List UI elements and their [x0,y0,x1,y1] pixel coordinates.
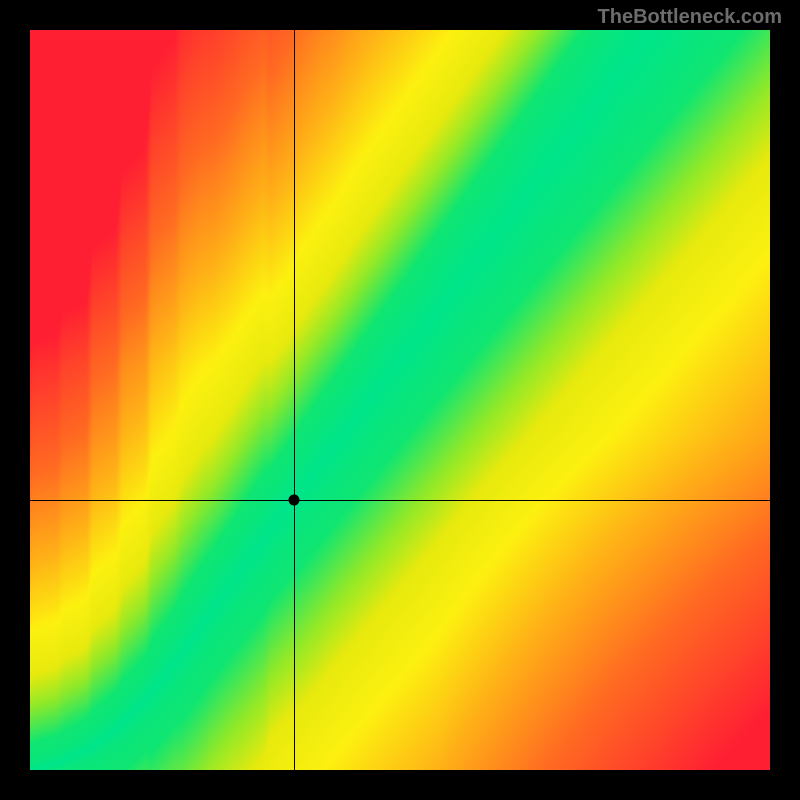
chart-container: { "watermark": { "text": "TheBottleneck.… [0,0,800,800]
heatmap-plot [30,30,770,770]
watermark-text: TheBottleneck.com [598,6,782,29]
heatmap-canvas [30,30,770,770]
